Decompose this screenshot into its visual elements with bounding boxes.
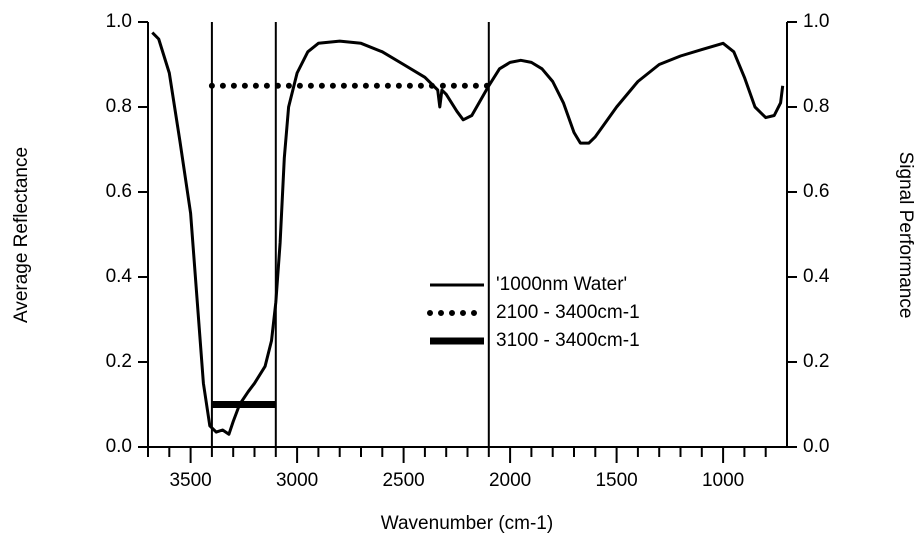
- y2-tick-label: 0.6: [803, 181, 829, 202]
- y2-tick-label: 0.8: [803, 96, 829, 117]
- y-tick-label: 0.4: [106, 266, 133, 287]
- x-axis-label: Wavenumber (cm-1): [381, 513, 553, 534]
- legend-label: 3100 - 3400cm-1: [496, 330, 640, 351]
- y-tick-label: 0.2: [106, 351, 132, 372]
- x-tick-label: 1000: [702, 470, 744, 491]
- y-tick-label: 0.8: [106, 96, 132, 117]
- y2-tick-label: 0.0: [803, 436, 829, 457]
- x-tick-label: 3000: [276, 470, 318, 491]
- legend-label: '1000nm Water': [496, 274, 627, 295]
- y2-axis-label: Signal Performance: [895, 152, 916, 319]
- x-tick-label: 3500: [169, 470, 211, 491]
- x-tick-label: 2500: [382, 470, 424, 491]
- y2-tick-label: 0.4: [803, 266, 830, 287]
- x-tick-label: 2000: [489, 470, 531, 491]
- x-tick-label: 1500: [595, 470, 637, 491]
- y-tick-label: 1.0: [106, 11, 132, 32]
- y-axis-label: Average Reflectance: [11, 147, 32, 323]
- series-line: [151, 31, 785, 436]
- legend-label: 2100 - 3400cm-1: [496, 302, 640, 323]
- y2-tick-label: 1.0: [803, 11, 829, 32]
- y-tick-label: 0.0: [106, 436, 132, 457]
- y2-tick-label: 0.2: [803, 351, 829, 372]
- y-tick-label: 0.6: [106, 181, 132, 202]
